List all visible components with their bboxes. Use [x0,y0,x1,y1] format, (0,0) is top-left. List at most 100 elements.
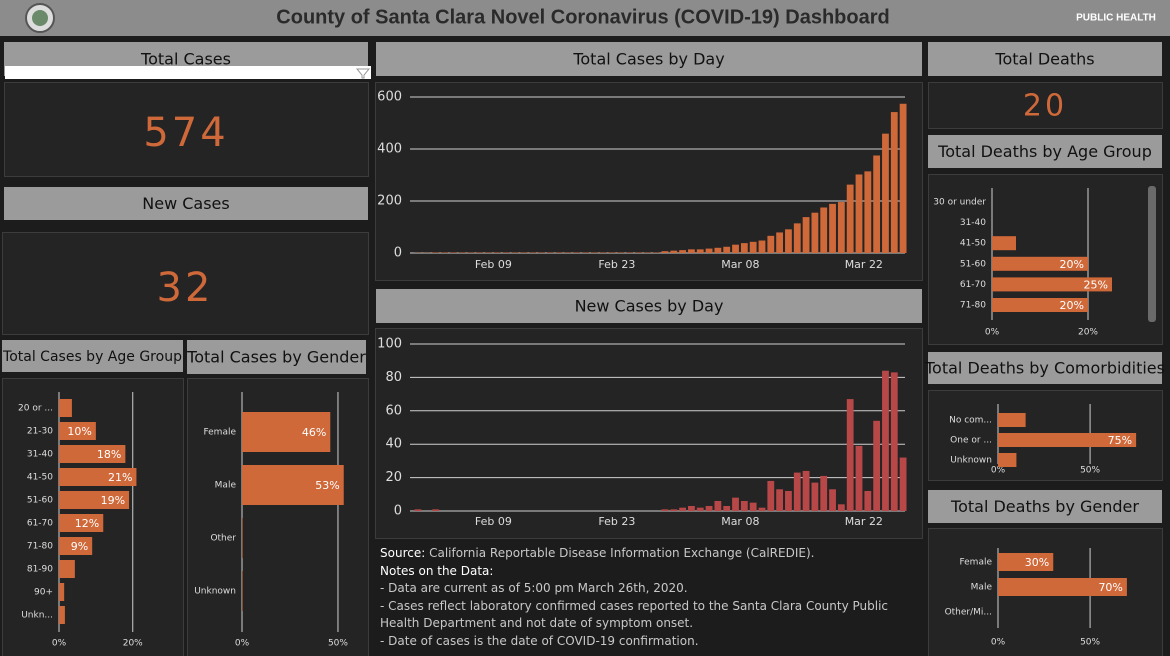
note-item: - Cases reflect laboratory confirmed cas… [380,598,889,631]
bar [992,277,1112,292]
bar [714,500,722,511]
x-tick-label: Feb 09 [475,515,512,528]
bar [846,184,854,253]
bar [864,171,872,253]
bar [573,252,581,253]
y-tick-label: One or ... [950,436,992,446]
y-tick-label: 200 [377,194,402,209]
y-tick-label: 81-90 [27,565,53,575]
x-tick-label: 20% [123,639,143,649]
bar [688,249,695,253]
bar [467,252,475,253]
y-tick-label: 0 [394,246,402,261]
bar [582,252,589,253]
kpi-value: 32 [157,265,214,311]
bar [635,252,642,253]
bar [873,155,881,253]
header-bar [0,0,1170,36]
x-tick-label: 50% [1080,638,1100,648]
bar [432,252,440,253]
bar [855,174,863,253]
bar [837,202,845,253]
bar [59,560,75,578]
bar [829,489,836,511]
bar [873,420,881,511]
filter-bar [5,66,371,79]
x-tick-label: 50% [328,639,348,649]
value-label: 53% [315,479,339,492]
bar [899,103,907,253]
kpi-value: 574 [143,110,228,156]
bar [758,507,766,511]
bar [529,252,537,253]
x-tick-label: 0% [985,328,1000,338]
bar [829,203,836,253]
bar [758,240,766,253]
y-tick-label: 30 or under [933,198,986,208]
bar [520,252,528,253]
y-tick-label: Unkn... [21,611,53,621]
x-tick-label: Mar 22 [845,515,883,528]
bar [785,229,792,253]
y-tick-label: 100 [377,337,402,352]
y-tick-label: 61-70 [960,280,986,290]
value-label: 10% [67,425,91,438]
bar [998,413,1026,427]
y-tick-label: Male [215,481,237,491]
y-tick-label: Female [959,558,992,568]
bar [59,583,65,601]
y-tick-label: 80 [385,370,402,385]
panel-title: Total Cases by Day [572,50,724,69]
bar [899,457,907,511]
panel-header [928,135,1162,168]
x-tick-label: 50% [1080,466,1100,476]
bar [696,249,704,253]
bar [670,509,678,511]
bar [793,472,801,511]
panel-title: Total Cases [140,50,231,69]
bar [502,252,510,253]
bar [564,252,572,253]
scrollbar [1148,186,1156,322]
bar [992,298,1088,312]
bar [441,252,448,253]
y-tick-label: 31-40 [960,218,986,228]
bar [59,606,65,624]
panel-header [4,187,368,220]
y-tick-label: 40 [385,437,402,452]
panel-header [928,352,1162,384]
note-item: - Data are current as of 5:00 pm March 2… [380,581,688,595]
bar [599,252,607,253]
value-label: 9% [71,540,88,553]
dashboard-title: County of Santa Clara Novel Coronavirus … [276,6,889,28]
value-label: 21% [108,471,132,484]
y-tick-label: Unknown [950,456,992,466]
panel-title: Total Deaths by Gender [950,497,1139,516]
panel-title: Total Cases by Age Group [2,349,182,365]
logo-text: PUBLIC HEALTH [1076,13,1156,24]
bar [890,372,898,511]
bar [749,502,757,511]
panel-header [376,42,922,76]
panel-header [376,289,922,323]
bar [679,250,686,253]
bar [714,247,722,253]
bar [538,252,545,253]
y-tick-label: No com... [949,416,992,426]
x-tick-label: Mar 22 [845,258,883,271]
y-tick-label: 71-80 [27,542,53,552]
bar [723,505,731,511]
y-tick-label: 31-40 [27,450,53,460]
bar [740,243,748,253]
filter-icon [355,68,371,79]
bar [890,112,898,253]
bar [882,370,889,511]
bar [59,514,104,532]
bar [59,491,130,509]
y-tick-label: Male [971,583,993,593]
x-tick-label: Mar 08 [721,258,759,271]
note-item: - Date of cases is the date of COVID-19 … [380,633,699,648]
bar [626,252,634,253]
y-tick-label: 51-60 [27,496,53,506]
panel-title: New Cases [142,194,229,213]
